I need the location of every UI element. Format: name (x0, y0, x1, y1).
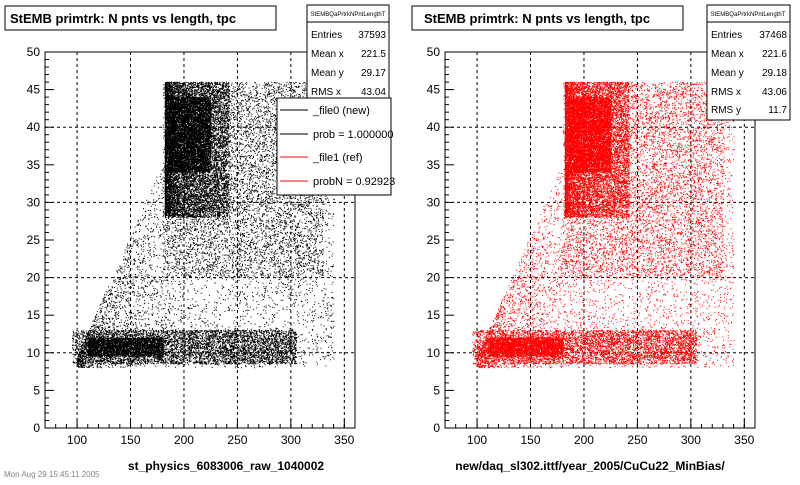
right-scatter-points (471, 81, 735, 369)
left-stats-label-2: Mean y (311, 68, 344, 79)
legend-label-1: prob = 1.000000 (313, 129, 393, 141)
left-x-tick-label: 200 (174, 433, 194, 447)
right-x-axis-label: new/daq_sl302.ittf/year_2005/CuCu22_MinB… (455, 459, 725, 473)
left-stats-value-1: 221.5 (361, 49, 386, 60)
left-stats-label-1: Mean x (311, 49, 344, 60)
left-axis-ticks: 100 150 200 250 300 350 0 5 10 15 20 25 30 35 40 45 50 (27, 45, 355, 447)
left-stats-value-2: 29.17 (361, 68, 386, 79)
right-y-tick-label: 35 (427, 158, 441, 172)
left-y-tick-label: 5 (33, 383, 40, 397)
right-y-tick-label: 25 (427, 233, 441, 247)
right-y-tick-label: 40 (427, 120, 441, 134)
left-stats-value-3: 43.04 (361, 87, 386, 98)
left-x-tick-label: 250 (227, 433, 247, 447)
right-stats-value-1: 221.6 (762, 49, 787, 60)
legend-label-2: _file1 (ref) (312, 152, 363, 164)
right-stats-value-0: 37468 (759, 30, 787, 41)
left-y-tick-label: 20 (27, 271, 41, 285)
right-x-tick-label: 100 (467, 433, 487, 447)
left-y-tick-label: 45 (27, 83, 41, 97)
left-stats-value-0: 37593 (358, 30, 386, 41)
left-y-tick-label: 10 (27, 346, 41, 360)
right-x-tick-label: 250 (627, 433, 647, 447)
left-y-tick-label: 50 (27, 45, 41, 59)
left-stats-box: StEMBQaPrtrkNPntLengthT Entries 37593 Me… (306, 4, 390, 103)
right-stats-label-4: RMS y (711, 105, 741, 116)
right-title-box (411, 5, 684, 31)
left-x-tick-label: 100 (67, 433, 87, 447)
left-y-tick-label: 25 (27, 233, 41, 247)
right-x-tick-label: 200 (574, 433, 594, 447)
left-y-tick-label: 30 (27, 195, 41, 209)
legend-label-0: _file0 (new) (312, 105, 370, 117)
left-x-tick-label: 150 (121, 433, 141, 447)
right-panel: StEMB primtrk: N pnts vs length, tpc 100… (411, 4, 791, 473)
left-title: StEMB primtrk: N pnts vs length, tpc (10, 11, 236, 26)
right-y-tick-label: 10 (427, 346, 441, 360)
right-x-tick-label: 350 (734, 433, 754, 447)
left-stats-label-0: Entries (311, 30, 342, 41)
right-y-tick-label: 0 (433, 421, 440, 435)
right-stats-box: StEMBQaPrtrkNPntLengthT Entries 37468 Me… (706, 4, 791, 121)
legend: _file0 (new) prob = 1.000000 _file1 (ref… (276, 97, 395, 196)
right-y-tick-label: 20 (427, 271, 441, 285)
right-y-tick-label: 15 (427, 308, 441, 322)
right-scatter-markers (471, 81, 735, 369)
left-x-tick-label: 300 (281, 433, 301, 447)
right-y-tick-label: 5 (433, 383, 440, 397)
left-x-axis-label: st_physics_6083006_raw_1040002 (128, 459, 324, 473)
left-scatter-markers (72, 81, 335, 369)
right-y-tick-label: 45 (427, 83, 441, 97)
right-stats-label-2: Mean y (711, 68, 744, 79)
right-axis-ticks: 100 150 200 250 300 350 0 5 10 15 20 25 30 35 40 45 50 (427, 45, 755, 447)
left-stats-title: StEMBQaPrtrkNPntLengthT (311, 12, 386, 18)
right-stats-label-3: RMS x (711, 87, 741, 98)
right-stats-value-3: 43.06 (762, 87, 787, 98)
left-y-tick-label: 35 (27, 158, 41, 172)
right-stats-value-4: 11.7 (768, 105, 787, 116)
right-stats-title: StEMBQaPrtrkNPntLengthT (711, 12, 786, 18)
left-y-tick-label: 0 (33, 421, 40, 435)
right-stats-label-0: Entries (711, 30, 742, 41)
left-title-box (4, 5, 277, 31)
left-y-tick-label: 40 (27, 120, 41, 134)
right-stats-value-2: 29.18 (762, 68, 787, 79)
left-stats-label-3: RMS x (311, 87, 341, 98)
left-y-tick-label: 15 (27, 308, 41, 322)
left-panel: StEMB primtrk: N pnts vs length, tpc 100… (4, 4, 395, 473)
right-x-tick-label: 300 (681, 433, 701, 447)
right-x-tick-label: 150 (521, 433, 541, 447)
right-y-tick-label: 50 (427, 45, 441, 59)
right-title: StEMB primtrk: N pnts vs length, tpc (424, 11, 650, 26)
footer-timestamp: Mon Aug 29 15:45:11 2005 (4, 470, 100, 479)
left-scatter-points (72, 81, 335, 369)
left-x-tick-label: 350 (334, 433, 354, 447)
legend-label-3: probN = 0.92923 (313, 176, 395, 188)
right-stats-label-1: Mean x (711, 49, 744, 60)
right-y-tick-label: 30 (427, 195, 441, 209)
